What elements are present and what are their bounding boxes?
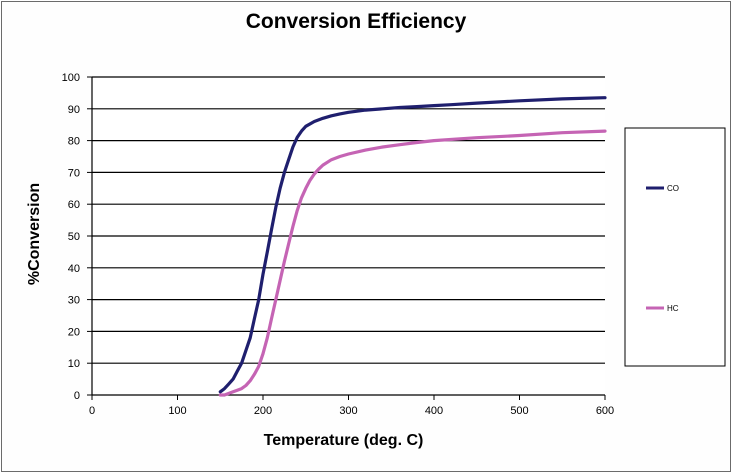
series-line-hc — [218, 129, 607, 397]
y-tick-label-50: 50 — [68, 231, 80, 243]
chart-title: Conversion Efficiency — [245, 10, 467, 33]
y-tick-label-30: 30 — [68, 295, 80, 307]
legend-label-co: CO — [667, 184, 679, 193]
y-tick-label-80: 80 — [68, 136, 80, 148]
x-tick-label-200: 200 — [254, 405, 272, 417]
x-tick-label-400: 400 — [425, 405, 443, 417]
legend-box — [624, 127, 726, 367]
x-tick-label-100: 100 — [168, 405, 186, 417]
y-tick-label-20: 20 — [68, 326, 80, 338]
legend-label-hc: HC — [667, 304, 679, 313]
x-tick-label-300: 300 — [339, 405, 357, 417]
x-tick-label-600: 600 — [596, 405, 614, 417]
y-axis-title: %Conversion — [26, 183, 43, 285]
series-line-co — [218, 96, 607, 394]
x-tick-label-0: 0 — [89, 405, 95, 417]
y-tick-label-90: 90 — [68, 104, 80, 116]
y-tick-label-60: 60 — [68, 199, 80, 211]
x-axis-title: Temperature (deg. C) — [264, 432, 424, 449]
y-tick-label-10: 10 — [68, 358, 80, 370]
y-tick-label-70: 70 — [68, 167, 80, 179]
y-tick-label-100: 100 — [62, 72, 80, 84]
y-tick-label-0: 0 — [74, 390, 80, 402]
y-tick-label-40: 40 — [68, 263, 80, 275]
x-tick-label-500: 500 — [510, 405, 528, 417]
legend: CO HC — [624, 127, 726, 367]
